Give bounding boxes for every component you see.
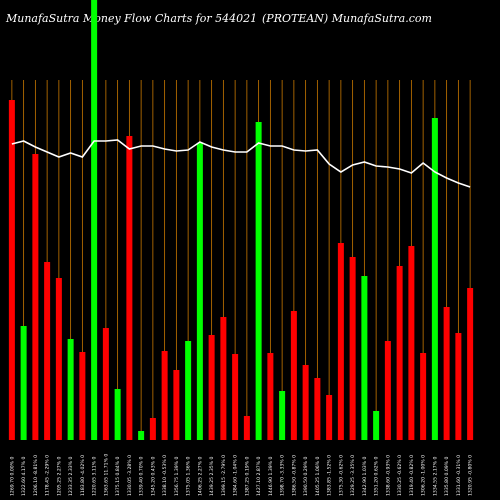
bar bbox=[420, 353, 427, 440]
bar bbox=[326, 395, 333, 440]
bar bbox=[55, 278, 62, 440]
x-tick-label: 1399.15 -2.79% 0 bbox=[221, 455, 227, 496]
bar bbox=[79, 352, 86, 440]
x-tick-label: 1339.40 0.70% 0 bbox=[139, 456, 145, 496]
bar bbox=[220, 317, 227, 440]
x-tick-label: 1329.25 -3.35% 0 bbox=[350, 455, 356, 496]
bar bbox=[67, 339, 74, 440]
bar-series bbox=[8, 0, 474, 440]
bar bbox=[279, 391, 286, 440]
x-tick-label: 1206.10 -8.81% 0 bbox=[33, 455, 39, 496]
x-tick-labels: 1269.70 0.00% 0 1322.60 4.17% 0 1206.10 -8… bbox=[9, 454, 473, 496]
bar bbox=[20, 326, 27, 440]
bar bbox=[443, 307, 450, 440]
x-tick-label: 1345.20 0.43% 0 bbox=[150, 456, 156, 496]
bar bbox=[373, 411, 380, 440]
x-tick-label: 1334.55 2.17% 0 bbox=[432, 456, 438, 496]
x-tick-label: 1390.50 0.29% 0 bbox=[303, 456, 309, 496]
bar bbox=[91, 0, 98, 440]
bar bbox=[243, 416, 250, 440]
bar bbox=[396, 266, 403, 440]
x-tick-label: 1405.25 1.06% 0 bbox=[315, 456, 321, 496]
x-tick-label: 1330.25 -0.62% 0 bbox=[397, 455, 403, 496]
bar bbox=[32, 154, 39, 440]
bar bbox=[126, 136, 133, 440]
x-tick-label: 1330.05 -3.28% 0 bbox=[127, 455, 133, 496]
bar bbox=[149, 418, 156, 440]
x-tick-label: 1338.60 -0.93% 0 bbox=[385, 455, 391, 496]
bar bbox=[408, 246, 415, 440]
x-tick-label: 1375.05 1.36% 0 bbox=[186, 456, 192, 496]
bar bbox=[161, 351, 168, 440]
bar bbox=[302, 365, 309, 440]
x-tick-label: 1398.70 -3.33% 0 bbox=[280, 455, 286, 496]
bar bbox=[8, 100, 15, 440]
x-tick-label: 1406.25 2.27% 0 bbox=[197, 456, 203, 496]
bar bbox=[467, 288, 474, 440]
bar bbox=[196, 143, 203, 440]
x-tick-label: 1178.45 -2.29% 0 bbox=[45, 455, 51, 496]
bar bbox=[208, 335, 215, 440]
bar bbox=[185, 341, 192, 440]
bar bbox=[173, 370, 180, 440]
bar bbox=[114, 389, 121, 440]
bar bbox=[255, 122, 262, 440]
bar bbox=[384, 341, 391, 440]
bar bbox=[314, 378, 321, 440]
x-tick-label: 1342.90 1.03% 0 bbox=[362, 456, 368, 496]
x-tick-label: 1183.80 -4.02% 0 bbox=[80, 455, 86, 496]
bar bbox=[138, 431, 145, 440]
x-tick-label: 1335.80 0.09% 0 bbox=[444, 456, 450, 496]
x-tick-label: 1351.20 0.62% 0 bbox=[374, 456, 380, 496]
bar bbox=[337, 243, 344, 440]
bar bbox=[267, 353, 274, 440]
x-tick-label: 1427.10 2.87% 0 bbox=[256, 456, 262, 496]
bar bbox=[455, 333, 462, 440]
x-tick-label: 1446.90 1.39% 0 bbox=[268, 456, 274, 496]
x-tick-label: 1331.60 -0.31% 0 bbox=[456, 455, 462, 496]
trend-line bbox=[11, 139, 471, 188]
x-tick-label: 1356.75 1.39% 0 bbox=[174, 456, 180, 496]
x-tick-label: 1363.65 11.71% 0 bbox=[103, 454, 109, 496]
x-tick-label: 1386.50 -0.87% 0 bbox=[291, 455, 297, 496]
x-tick-label: 1220.65 3.11% 0 bbox=[92, 456, 98, 496]
bar bbox=[290, 311, 297, 440]
x-tick-label: 1384.60 -1.04% 0 bbox=[233, 455, 239, 496]
x-tick-label: 1338.10 -0.53% 0 bbox=[162, 455, 168, 496]
chart-title-left: MunafaSutra Money Flow Charts for 544021 bbox=[5, 12, 257, 25]
x-tick-label: 1320.95 -0.80% 0 bbox=[468, 455, 474, 496]
bar bbox=[361, 276, 368, 440]
x-tick-label: 1306.20 -1.00% 0 bbox=[421, 455, 427, 496]
bar bbox=[102, 328, 109, 440]
x-tick-label: 1322.60 4.17% 0 bbox=[21, 456, 27, 496]
x-tick-label: 1383.85 -1.52% 0 bbox=[327, 455, 333, 496]
x-tick-label: 1375.30 -0.62% 0 bbox=[338, 455, 344, 496]
x-tick-label: 1233.35 2.33% 0 bbox=[68, 456, 74, 496]
x-tick-label: 1439.25 2.35% 0 bbox=[209, 456, 215, 496]
bar bbox=[431, 118, 438, 440]
x-tick-label: 1319.40 -0.82% 0 bbox=[409, 455, 415, 496]
x-tick-label: 1375.15 0.84% 0 bbox=[115, 456, 121, 496]
x-tick-label: 1387.25 0.19% 0 bbox=[244, 456, 250, 496]
bar bbox=[349, 257, 356, 440]
x-tick-label: 1205.25 2.27% 0 bbox=[56, 456, 62, 496]
bar bbox=[232, 354, 239, 440]
bar bbox=[44, 262, 51, 440]
x-tick-label: 1269.70 0.00% 0 bbox=[9, 456, 15, 496]
chart-title-right: (PROTEAN) MunafaSutra.com bbox=[262, 12, 432, 25]
